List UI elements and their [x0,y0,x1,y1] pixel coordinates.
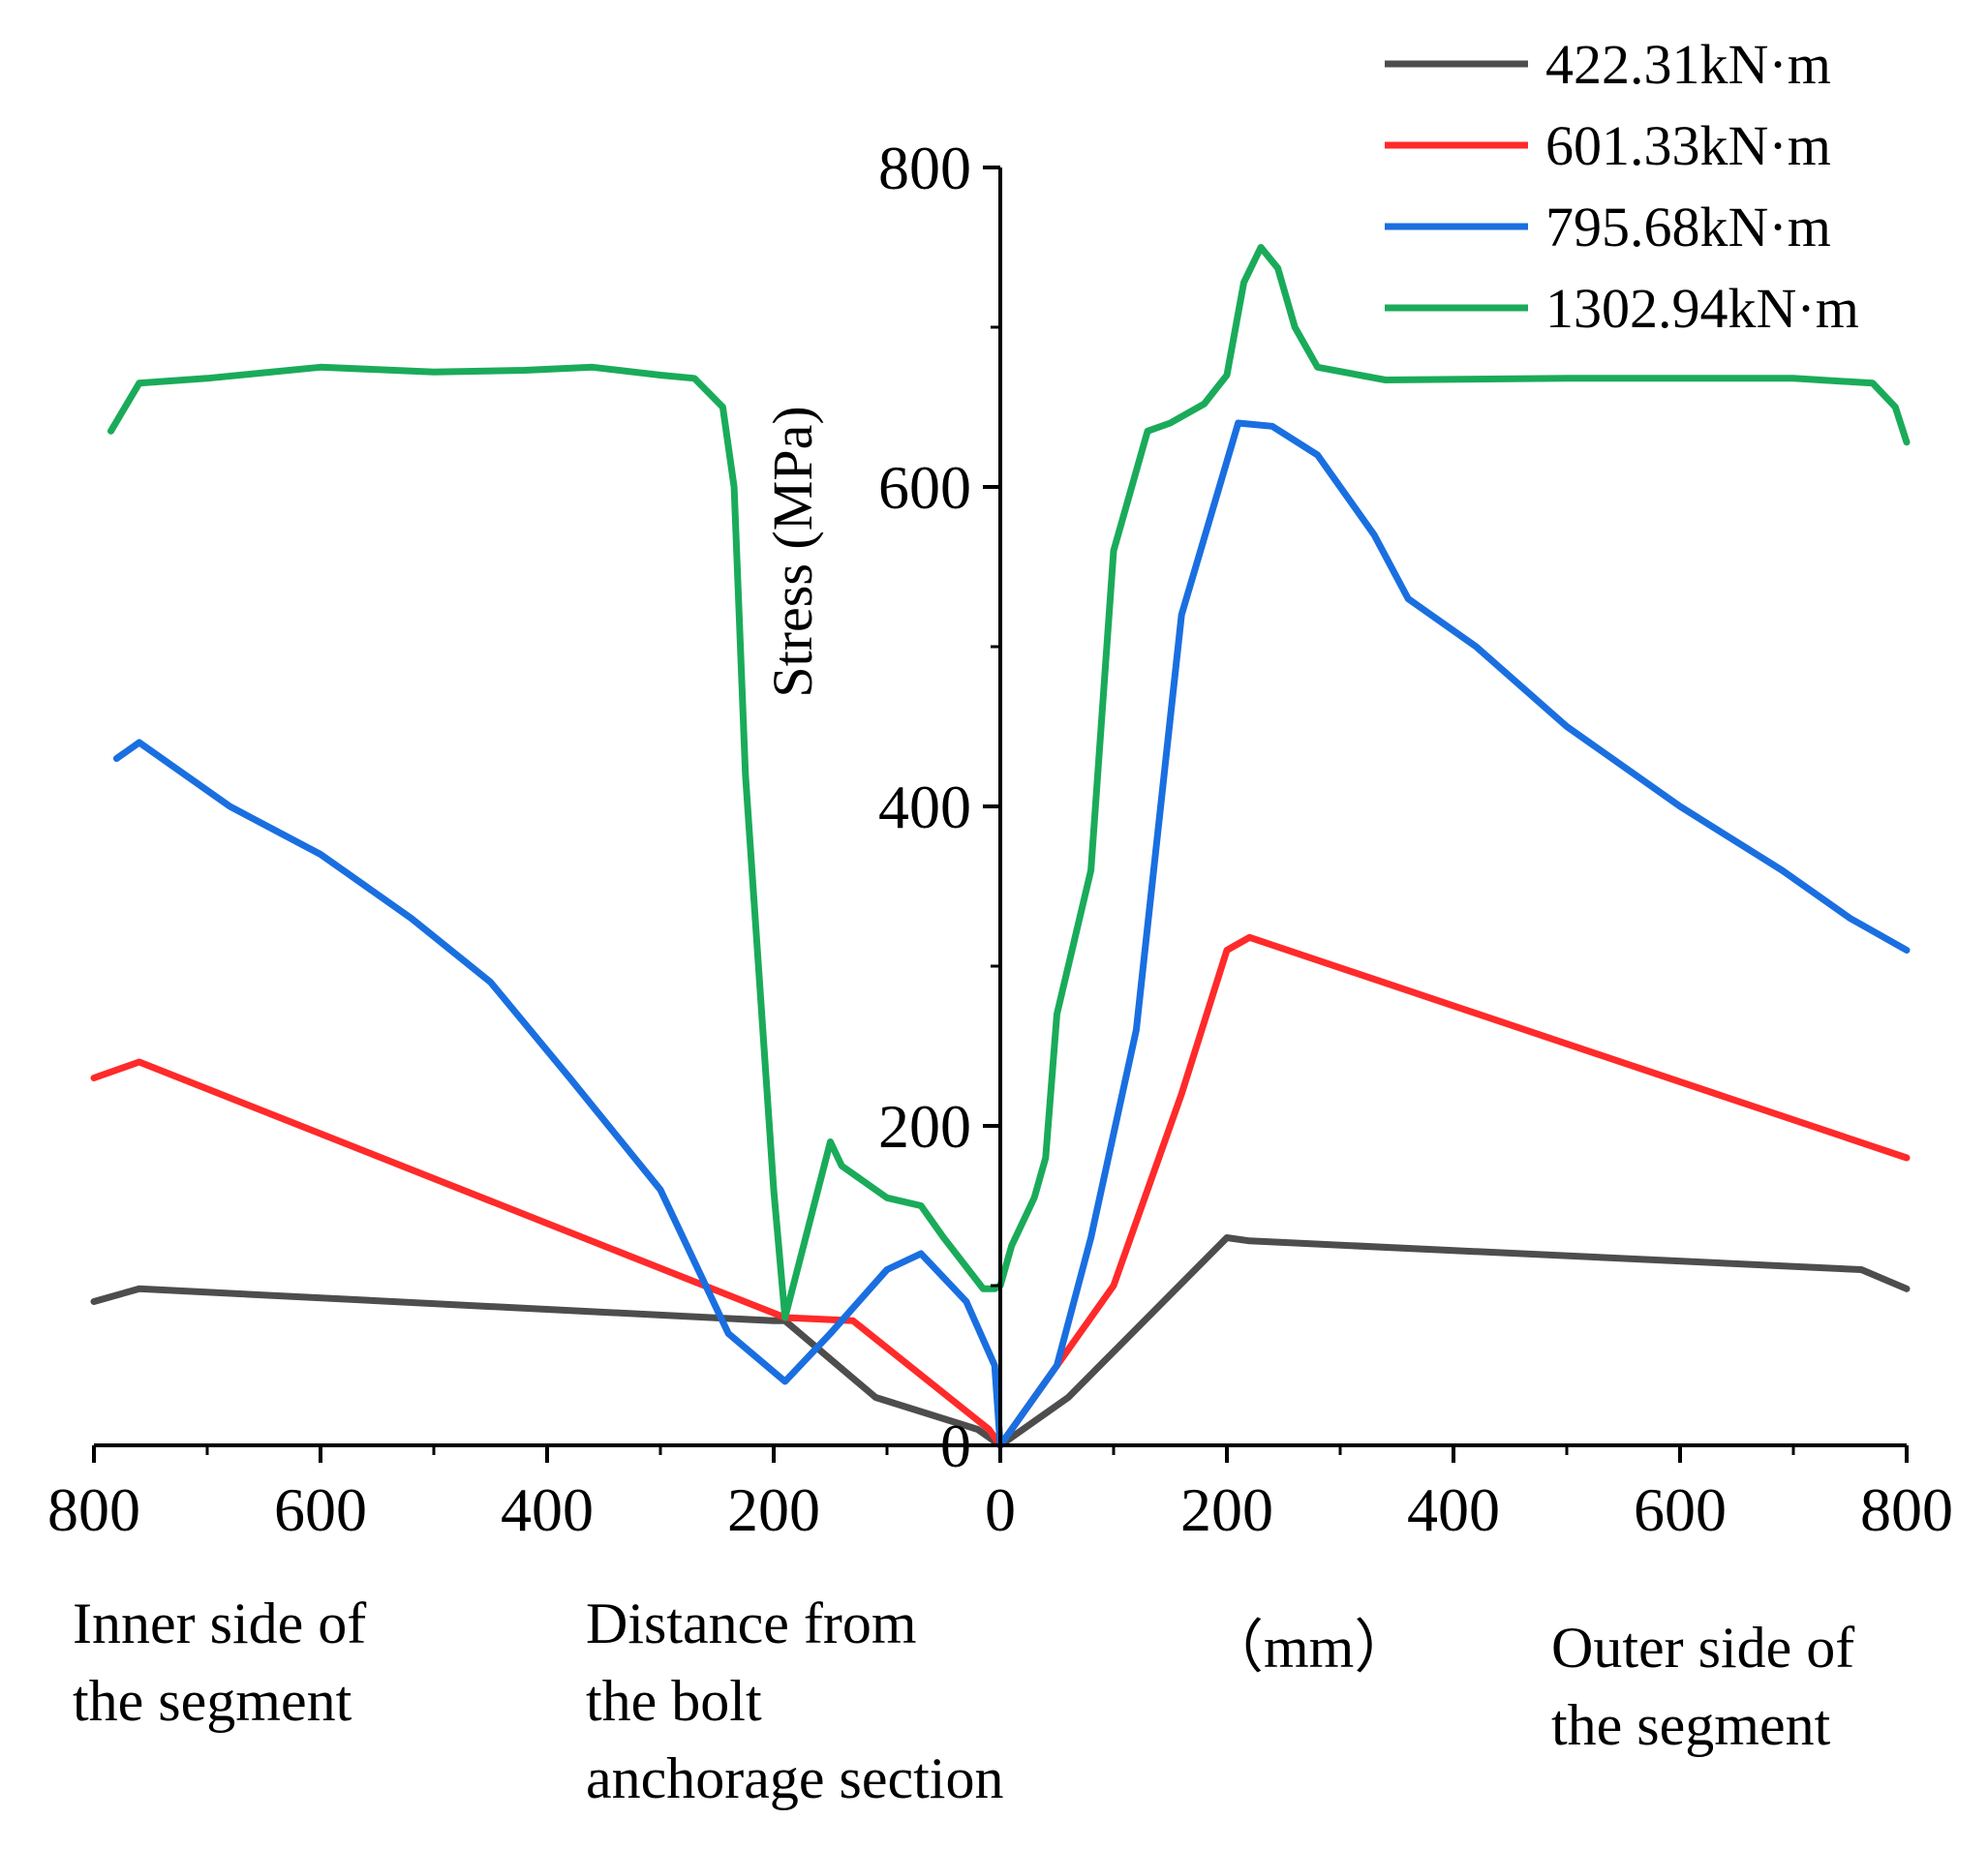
y-tick-label: 200 [878,1092,971,1161]
annotation-distance-line-2: the bolt [586,1669,762,1733]
legend-label-3: 795.68kN·m [1545,196,1831,258]
legend: 422.31kN·m 601.33kN·m 795.68kN·m 1302.94kN·… [1385,33,1859,340]
legend-label-4: 1302.94kN·m [1545,277,1859,340]
x-tick-label: 600 [274,1475,367,1544]
text-layer: Stress (MPa) Inner side of the segment D… [73,406,1854,1810]
y-tick-label: 0 [940,1411,971,1480]
y-tick-label: 400 [878,773,971,841]
y-axis-title: Stress (MPa) [761,406,824,697]
annotation-distance-line-3: anchorage section [586,1746,1003,1810]
x-tick-label: 400 [1407,1475,1500,1544]
annotation-inner-side-line-2: the segment [73,1669,352,1733]
axes-layer: 800 600 400 200 0 200 400 600 800 0 200 400 600 800 [47,134,1953,1544]
legend-label-1: 422.31kN·m [1545,33,1831,96]
series-line-1 [90,1234,1911,1449]
x-tick-label: 400 [501,1475,594,1544]
x-tick-label: 600 [1634,1475,1727,1544]
x-tick-label: 200 [727,1475,820,1544]
y-tick-label: 800 [878,134,971,202]
x-tick-label: 0 [985,1475,1016,1544]
x-axis-unit-label: （mm） [1206,1616,1412,1680]
annotation-outer-side-line-2: the segment [1551,1693,1831,1757]
legend-label-2: 601.33kN·m [1545,114,1831,177]
x-tick-label: 200 [1180,1475,1273,1544]
annotation-inner-side-line-1: Inner side of [73,1592,366,1655]
y-tick-label: 600 [878,453,971,522]
series-line-3 [112,419,1911,1449]
x-tick-label: 800 [47,1475,140,1544]
annotation-outer-side-line-1: Outer side of [1551,1616,1854,1680]
annotation-distance-line-1: Distance from [586,1592,917,1655]
x-tick-label: 800 [1860,1475,1953,1544]
